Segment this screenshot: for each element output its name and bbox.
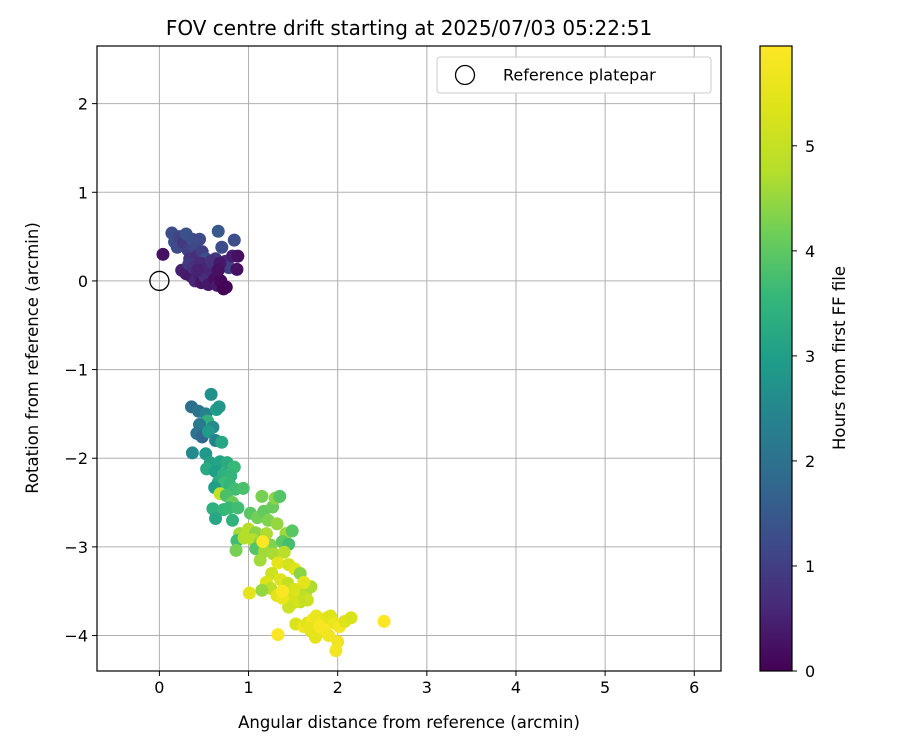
data-point [255, 583, 269, 597]
data-point [277, 545, 291, 559]
data-point [215, 240, 229, 254]
data-point [211, 263, 225, 277]
data-point [253, 553, 267, 567]
data-point [242, 586, 256, 600]
x-tick-label: 3 [422, 678, 432, 697]
data-point [230, 262, 244, 276]
data-point [273, 489, 287, 503]
data-point [270, 517, 284, 531]
data-point [231, 501, 245, 515]
colorbar-tick-label: 0 [805, 662, 815, 681]
x-tick-label: 2 [333, 678, 343, 697]
grid-lines [97, 46, 721, 671]
data-point [344, 611, 358, 625]
y-axis-ticks: 2 1 0 −1 −2 −3 −4 [64, 95, 97, 646]
y-tick-label: −2 [64, 449, 88, 468]
data-point [191, 263, 205, 277]
data-points [156, 224, 391, 658]
data-point [156, 247, 170, 261]
x-tick-label: 4 [511, 678, 521, 697]
data-point [302, 621, 316, 635]
data-point [204, 387, 218, 401]
colorbar-label: Hours from first FF file [830, 266, 849, 450]
data-point [271, 556, 285, 570]
y-tick-label: 1 [78, 183, 88, 202]
x-tick-label: 0 [154, 678, 164, 697]
data-point [201, 425, 215, 439]
data-point [227, 233, 241, 247]
legend-label: Reference platepar [503, 66, 656, 85]
legend-marker-icon [454, 64, 476, 86]
legend: Reference platepar [436, 56, 712, 94]
y-axis-label: Rotation from reference (arcmin) [23, 222, 42, 494]
colorbar: 0 1 2 3 4 5 Hours from first FF file [759, 45, 849, 681]
x-axis-ticks: 0 1 2 3 4 5 6 [154, 671, 699, 697]
reference-platepar-marker [149, 270, 170, 292]
y-tick-label: −1 [64, 361, 88, 380]
data-point [256, 535, 270, 549]
y-tick-label: −3 [64, 538, 88, 557]
x-tick-label: 1 [243, 678, 253, 697]
data-point [377, 614, 391, 628]
data-point [209, 512, 223, 526]
x-axis-label: Angular distance from reference (arcmin) [238, 713, 580, 732]
colorbar-tick-label: 1 [805, 557, 815, 576]
plot-frame [96, 45, 722, 672]
colorbar-ticks: 0 1 2 3 4 5 [792, 137, 815, 681]
y-tick-label: 2 [78, 95, 88, 114]
colorbar-tick-label: 4 [805, 242, 815, 261]
data-point [313, 620, 327, 634]
data-point [329, 644, 343, 658]
colorbar-gradient [759, 45, 793, 672]
data-point [255, 489, 269, 503]
data-point [285, 524, 299, 538]
chart-title: FOV centre drift starting at 2025/07/03 … [166, 16, 652, 40]
data-point [193, 232, 207, 246]
data-point [236, 481, 250, 495]
y-tick-label: 0 [78, 272, 88, 291]
x-tick-label: 6 [689, 678, 699, 697]
data-point [275, 584, 289, 598]
colorbar-tick-label: 3 [805, 347, 815, 366]
data-point [222, 501, 236, 515]
x-tick-label: 5 [600, 678, 610, 697]
data-point [297, 575, 311, 589]
data-point [231, 249, 245, 263]
data-point [219, 280, 233, 294]
colorbar-tick-label: 5 [805, 137, 815, 156]
data-point [225, 513, 239, 527]
colorbar-tick-label: 2 [805, 452, 815, 471]
data-point [212, 400, 226, 414]
data-point [211, 224, 225, 238]
legend-box [436, 56, 712, 94]
data-point [271, 628, 285, 642]
y-tick-label: −4 [64, 627, 88, 646]
data-point [185, 446, 199, 460]
data-point [206, 502, 220, 516]
data-point [229, 543, 243, 557]
data-point [215, 435, 229, 449]
